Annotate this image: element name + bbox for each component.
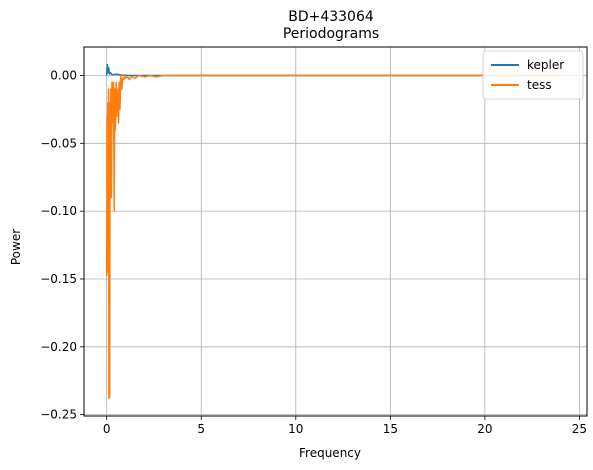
y-tick-label: −0.15 [40,272,77,286]
y-tick-label: 0.00 [50,68,77,82]
legend: kepler tess [482,50,584,100]
series-line-tess [105,74,561,400]
y-tick-label: −0.10 [40,204,77,218]
chart-title: BD+433064 [288,9,374,25]
legend-box [482,50,584,100]
grid-lines [84,47,587,416]
axes-frame [83,46,588,417]
x-axis-label: Frequency [299,446,361,460]
x-tick-label: 5 [197,422,205,436]
x-tick-label: 0 [103,422,111,436]
legend-label-tess: tess [527,78,552,92]
plot-area [105,63,561,400]
y-tick-label: −0.25 [40,408,77,422]
y-tick-label: −0.20 [40,340,77,354]
chart-subtitle: Periodograms [283,26,379,42]
x-tick-label: 15 [383,422,398,436]
y-tick-label: −0.05 [40,136,77,150]
legend-label-kepler: kepler [527,58,564,72]
x-tick-label: 10 [288,422,303,436]
y-axis-label: Power [9,229,23,265]
x-tick-label: 25 [572,422,587,436]
axis-ticks: 0 5 10 15 20 25 0.00 −0.05 −0.10 −0.15 −0.20 −0.25 [40,68,587,436]
x-tick-label: 20 [477,422,492,436]
